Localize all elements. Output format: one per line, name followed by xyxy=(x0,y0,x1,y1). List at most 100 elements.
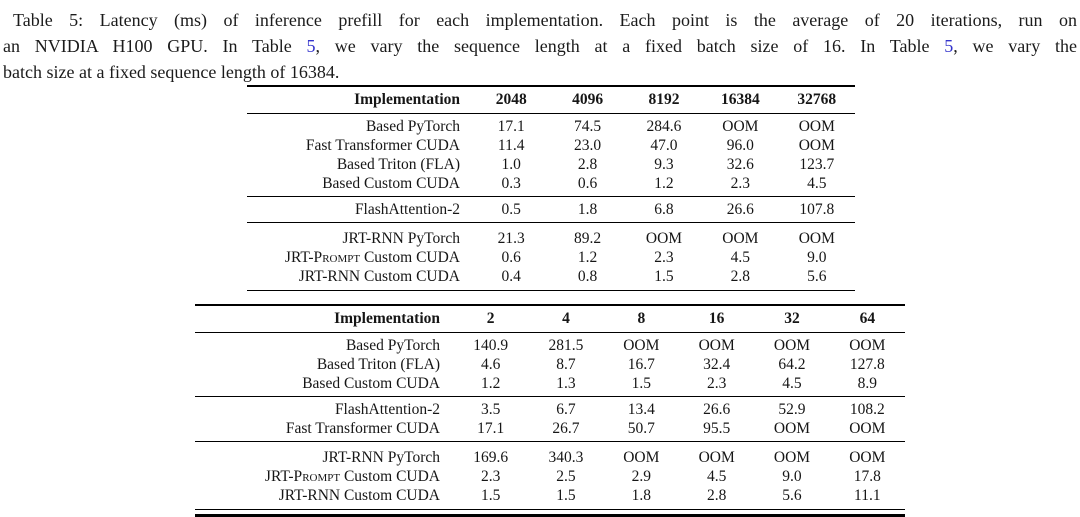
row-label: Based Custom CUDA xyxy=(247,174,473,197)
latency-cell: 4.5 xyxy=(778,174,855,197)
column-header: Implementation xyxy=(247,86,473,114)
latency-cell: 1.3 xyxy=(528,374,604,397)
latency-cell: 2.3 xyxy=(702,174,779,197)
header-row: Implementation 2 4 8 16 32 64 xyxy=(195,305,905,333)
column-header: 16384 xyxy=(702,86,779,114)
latency-cell: 1.8 xyxy=(549,196,626,223)
latency-cell: OOM xyxy=(849,449,886,466)
batch-size-sweep-table: Implementation 2 4 8 16 32 64 Based PyTorch 140.… xyxy=(195,304,905,510)
table-5-ref-link[interactable]: 5 xyxy=(306,36,316,56)
latency-cell: 107.8 xyxy=(778,196,855,223)
latency-cell: 9.3 xyxy=(654,156,674,173)
latency-cell: 23.0 xyxy=(574,137,602,154)
latency-cell: 89.2 xyxy=(574,230,602,247)
table-row: Based Custom CUDA 0.3 0.6 1.2 2.3 4.5 xyxy=(247,174,855,197)
column-header: 32768 xyxy=(778,86,855,114)
row-label: JRT-RNN PyTorch xyxy=(342,230,460,247)
table-row: JRT-RNN PyTorch 21.3 89.2 OOM OOM OOM xyxy=(247,223,855,249)
latency-cell: OOM xyxy=(798,230,835,247)
row-label: JRT-RNN Custom CUDA xyxy=(278,487,440,504)
table-row: Fast Transformer CUDA 11.4 23.0 47.0 96.0 OOM xyxy=(247,136,855,155)
latency-table-seqlen: Implementation 2048 4096 8192 16384 32768 Base… xyxy=(247,85,855,291)
latency-cell: 0.5 xyxy=(473,196,550,223)
latency-cell: 50.7 xyxy=(603,419,679,442)
table-row: Based PyTorch 140.9 281.5 OOM OOM OOM OOM xyxy=(195,333,905,356)
latency-cell: OOM xyxy=(773,337,811,354)
latency-cell: OOM xyxy=(798,137,835,154)
caption-text: Table 5: Latency (ms) of inference prefi… xyxy=(13,10,1077,30)
latency-cell: OOM xyxy=(798,118,835,135)
row-label: FlashAttention-2 xyxy=(334,401,440,418)
latency-cell: OOM xyxy=(829,419,905,442)
latency-cell: 32.4 xyxy=(703,356,731,373)
latency-cell: 6.7 xyxy=(556,401,576,418)
latency-cell: OOM xyxy=(623,337,660,354)
latency-cell: 17.1 xyxy=(453,419,529,442)
latency-cell: 47.0 xyxy=(650,137,678,154)
latency-cell: 13.4 xyxy=(627,401,655,418)
latency-cell: 9.0 xyxy=(807,249,827,266)
latency-cell: 17.1 xyxy=(497,118,525,135)
latency-cell: OOM xyxy=(623,449,660,466)
latency-cell: 32.6 xyxy=(726,156,754,173)
latency-cell: 4.5 xyxy=(706,468,727,485)
latency-cell: 2.3 xyxy=(678,374,755,397)
bottom-double-rule xyxy=(195,514,905,517)
latency-cell: 2.9 xyxy=(631,468,651,485)
latency-cell: OOM xyxy=(698,449,735,466)
latency-cell: OOM xyxy=(849,337,886,354)
row-label: FlashAttention-2 xyxy=(247,196,473,223)
column-header: 16 xyxy=(678,305,755,333)
latency-cell: 96.0 xyxy=(726,137,754,154)
latency-cell: 95.5 xyxy=(678,419,755,442)
latency-cell: 2.8 xyxy=(706,487,727,504)
row-label: JRT-RNN Custom CUDA xyxy=(298,268,460,285)
latency-cell: 1.8 xyxy=(631,487,651,504)
latency-cell: 5.6 xyxy=(807,268,827,285)
latency-cell: 16.7 xyxy=(627,356,655,373)
latency-cell: 340.3 xyxy=(548,449,584,466)
row-label: Based Triton (FLA) xyxy=(316,356,440,373)
latency-cell: 0.6 xyxy=(549,174,626,197)
latency-table-batch: Implementation 2 4 8 16 32 64 Based PyTorch 140.… xyxy=(195,304,905,517)
table-row: Fast Transformer CUDA 17.1 26.7 50.7 95.5 OOM… xyxy=(195,419,905,442)
latency-cell: 8.7 xyxy=(556,356,576,373)
latency-cell: 1.5 xyxy=(556,487,576,504)
table-5-ref-link[interactable]: 5 xyxy=(944,36,954,56)
latency-cell: 4.5 xyxy=(754,374,830,397)
table-row: Based PyTorch 17.1 74.5 284.6 OOM OOM xyxy=(247,114,855,137)
latency-cell: 1.2 xyxy=(453,374,529,397)
caption-line-2: an NVIDIA H100 GPU. In Table 5, we vary … xyxy=(3,33,1077,59)
caption-line-3: batch size at a fixed sequence length of… xyxy=(3,59,1077,85)
caption-text: an NVIDIA H100 GPU. In Table xyxy=(3,36,307,56)
caption-text: , we vary the sequence length at a fixed… xyxy=(315,36,945,56)
column-header: 4096 xyxy=(549,86,626,114)
latency-cell: 0.4 xyxy=(501,268,521,285)
table-row: Based Custom CUDA 1.2 1.3 1.5 2.3 4.5 8.9 xyxy=(195,374,905,397)
latency-cell: OOM xyxy=(722,230,759,247)
latency-cell: 26.7 xyxy=(528,419,604,442)
latency-cell: 0.3 xyxy=(473,174,550,197)
row-label: Based Custom CUDA xyxy=(195,374,453,397)
latency-cell: 74.5 xyxy=(574,118,602,135)
table-row: FlashAttention-2 0.5 1.8 6.8 26.6 107.8 xyxy=(247,196,855,223)
row-label: Based PyTorch xyxy=(365,118,460,135)
latency-cell: OOM xyxy=(698,337,735,354)
smallcaps-text: rompt xyxy=(322,249,361,266)
header-row: Implementation 2048 4096 8192 16384 32768 xyxy=(247,86,855,114)
column-header: 32 xyxy=(754,305,830,333)
latency-cell: 4.6 xyxy=(480,356,501,373)
latency-cell: 1.5 xyxy=(654,268,674,285)
latency-cell: 4.5 xyxy=(730,249,751,266)
latency-cell: 1.0 xyxy=(501,156,521,173)
column-header: 8192 xyxy=(625,86,703,114)
latency-cell: OOM xyxy=(722,118,759,135)
latency-cell: 1.5 xyxy=(603,374,679,397)
latency-cell: 2.3 xyxy=(654,249,674,266)
column-header: Implementation xyxy=(195,305,453,333)
latency-cell: 2.8 xyxy=(577,156,598,173)
latency-cell: 0.6 xyxy=(501,249,521,266)
table-row: JRT-Prompt Custom CUDA 2.3 2.5 2.9 4.5 9.0 17.… xyxy=(195,467,905,486)
row-label: JRT-RNN PyTorch xyxy=(322,449,440,466)
column-header: 2 xyxy=(453,305,529,333)
